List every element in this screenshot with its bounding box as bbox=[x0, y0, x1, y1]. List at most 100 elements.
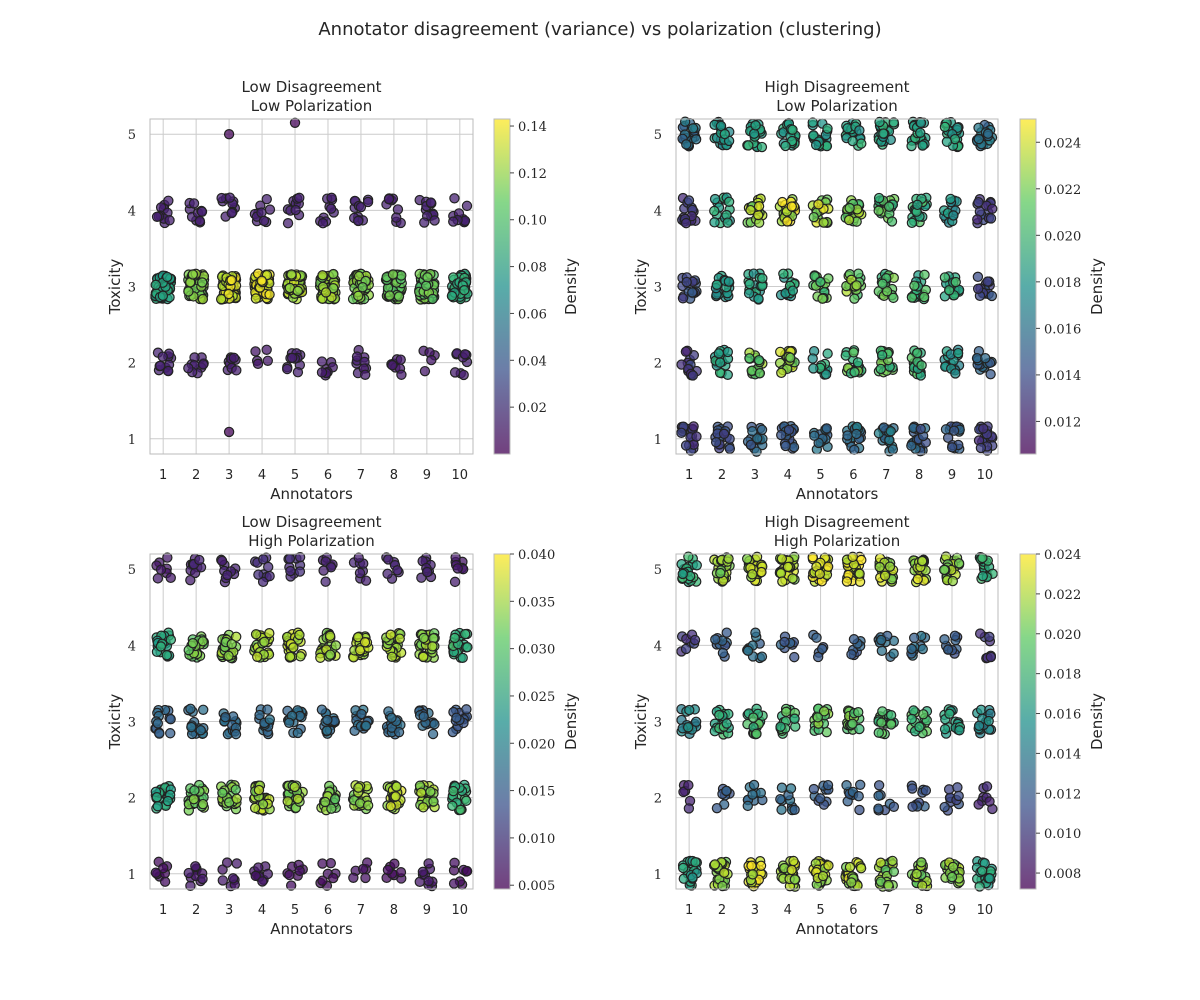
data-point bbox=[909, 280, 920, 291]
x-tick-label: 7 bbox=[357, 903, 365, 918]
data-point bbox=[919, 269, 930, 281]
x-tick-label: 3 bbox=[751, 903, 759, 918]
data-point bbox=[155, 641, 167, 652]
colorbar-tick-label: 0.020 bbox=[1044, 628, 1081, 643]
data-point bbox=[220, 712, 231, 723]
x-tick-label: 10 bbox=[452, 468, 469, 483]
data-point bbox=[756, 141, 768, 153]
data-point bbox=[775, 721, 786, 732]
x-tick-label: 6 bbox=[849, 903, 857, 918]
data-point bbox=[875, 363, 886, 375]
data-point bbox=[906, 217, 918, 229]
data-point bbox=[283, 717, 295, 728]
data-point bbox=[780, 706, 792, 718]
colorbar-tick-label: 0.016 bbox=[1044, 708, 1081, 723]
data-point bbox=[743, 140, 754, 151]
colorbar-tick-label: 0.06 bbox=[518, 307, 547, 322]
data-point bbox=[360, 872, 371, 884]
data-point bbox=[295, 651, 306, 662]
data-point bbox=[688, 421, 699, 432]
plot-frame bbox=[149, 118, 474, 455]
data-point bbox=[392, 565, 403, 576]
data-point bbox=[326, 192, 337, 204]
colorbar-tick-label: 0.010 bbox=[1044, 827, 1081, 842]
x-tick-label: 7 bbox=[882, 468, 890, 483]
data-point bbox=[975, 442, 987, 454]
data-point bbox=[423, 875, 434, 887]
colorbar-tick-label: 0.008 bbox=[1044, 867, 1081, 882]
colorbar-tick-label: 0.02 bbox=[518, 401, 547, 416]
data-point bbox=[973, 720, 985, 732]
data-point bbox=[426, 354, 437, 366]
data-point bbox=[912, 199, 923, 211]
data-point bbox=[785, 352, 796, 363]
colorbar bbox=[1020, 119, 1036, 454]
data-point bbox=[425, 786, 436, 797]
y-tick-label: 1 bbox=[128, 433, 136, 448]
colorbar-tick-label: 0.018 bbox=[1044, 668, 1081, 683]
data-point bbox=[750, 120, 761, 131]
data-point bbox=[822, 561, 834, 572]
x-tick-label: 5 bbox=[291, 468, 299, 483]
x-tick-label: 7 bbox=[882, 903, 890, 918]
data-point bbox=[264, 289, 275, 300]
data-point bbox=[847, 135, 858, 147]
data-point bbox=[723, 553, 734, 564]
data-point bbox=[294, 629, 305, 641]
data-point bbox=[808, 783, 820, 795]
data-point bbox=[222, 569, 233, 581]
data-point bbox=[152, 573, 164, 584]
data-point bbox=[746, 860, 757, 871]
data-point bbox=[360, 369, 371, 380]
data-point bbox=[262, 355, 273, 366]
y-tick-label: 5 bbox=[128, 563, 136, 578]
data-point bbox=[183, 286, 194, 297]
x-tick-label: 8 bbox=[390, 903, 398, 918]
data-point bbox=[817, 293, 828, 304]
data-point bbox=[984, 631, 995, 643]
data-point bbox=[157, 290, 169, 301]
data-point bbox=[353, 782, 364, 793]
data-point bbox=[973, 133, 984, 145]
data-point bbox=[197, 277, 208, 288]
data-point bbox=[719, 128, 730, 140]
data-point bbox=[718, 867, 730, 878]
data-point bbox=[150, 279, 161, 291]
data-point bbox=[284, 651, 296, 662]
data-point bbox=[915, 127, 926, 138]
data-point bbox=[977, 570, 989, 582]
data-point bbox=[290, 204, 301, 216]
data-point bbox=[916, 555, 928, 567]
data-point bbox=[417, 866, 429, 878]
data-point bbox=[429, 719, 440, 730]
data-point bbox=[776, 367, 787, 379]
data-point bbox=[742, 800, 753, 812]
x-tick-label: 10 bbox=[977, 468, 994, 483]
data-point bbox=[289, 117, 301, 129]
data-point bbox=[462, 642, 473, 653]
data-point bbox=[197, 798, 209, 810]
y-tick-label: 2 bbox=[128, 357, 136, 372]
data-point bbox=[155, 360, 166, 372]
data-point bbox=[419, 365, 431, 377]
data-point bbox=[687, 370, 699, 381]
data-point bbox=[984, 873, 995, 884]
data-point bbox=[690, 716, 702, 727]
data-point bbox=[292, 793, 304, 805]
y-tick-label: 3 bbox=[654, 716, 662, 731]
data-point bbox=[252, 358, 264, 370]
data-point bbox=[348, 872, 359, 883]
y-tick-label: 3 bbox=[128, 281, 136, 296]
data-point bbox=[906, 440, 917, 451]
x-axis-label: Annotators bbox=[270, 485, 353, 503]
data-point bbox=[849, 444, 860, 456]
data-point bbox=[351, 351, 363, 362]
data-point bbox=[750, 627, 761, 638]
data-point bbox=[427, 728, 439, 740]
data-point bbox=[939, 564, 950, 576]
data-point bbox=[851, 280, 862, 291]
data-point bbox=[286, 352, 298, 364]
data-point bbox=[256, 275, 267, 286]
data-point bbox=[987, 203, 998, 214]
data-point bbox=[189, 785, 200, 796]
